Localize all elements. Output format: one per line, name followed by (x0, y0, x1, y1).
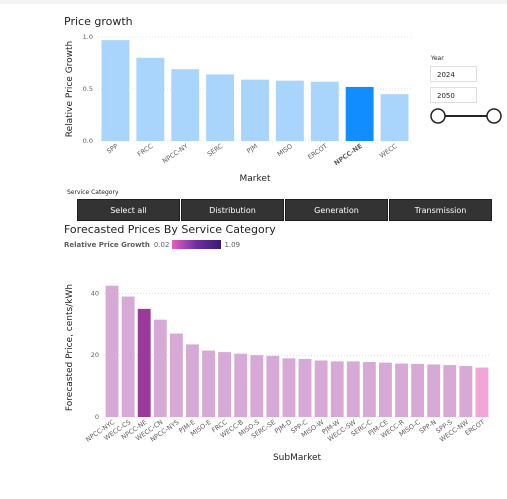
x-tick-label: FRCC (136, 142, 155, 159)
x-tick-label: PJM (245, 142, 259, 155)
x-tick-label: MISO (276, 142, 294, 158)
y-tick-label: 20 (91, 351, 99, 359)
bar (315, 360, 328, 417)
slider-start-handle[interactable] (431, 109, 445, 123)
year-slicer-label: Year (431, 55, 444, 62)
bar (171, 69, 199, 141)
bar (106, 286, 119, 417)
bar (250, 355, 263, 417)
year-end-input[interactable]: 2050 (430, 87, 477, 103)
legend-min: 0.02 (154, 241, 170, 249)
bar (395, 364, 408, 417)
select-all-button[interactable]: Select all (77, 199, 180, 221)
bar (136, 58, 164, 141)
bar (276, 81, 304, 141)
service-category-label: Service Category (67, 189, 119, 196)
slider-end-handle[interactable] (487, 109, 501, 123)
y-axis-title: Forecasted Price, cents/kWh (65, 284, 75, 411)
x-tick-label: NPCC-NY (161, 142, 189, 165)
y-tick-label: 0.0 (83, 137, 93, 145)
bar (331, 361, 344, 417)
transmission-button[interactable]: Transmission (389, 199, 492, 221)
bar (241, 80, 269, 141)
bar (476, 368, 489, 417)
y-axis-title: Relative Price Growth (65, 41, 75, 138)
year-start-input[interactable]: 2024 (430, 66, 477, 82)
bar (186, 344, 199, 417)
legend-title: Relative Price Growth (64, 241, 150, 249)
x-axis-title: SubMarket (273, 453, 322, 463)
bar (459, 366, 472, 417)
bar (381, 94, 409, 141)
bar (411, 364, 424, 417)
x-tick-label: WECC (378, 142, 399, 160)
color-legend: Relative Price Growth 0.02 1.09 (64, 240, 240, 249)
x-axis-title: Market (240, 174, 271, 184)
bar (138, 309, 151, 417)
y-tick-label: 1.0 (83, 33, 93, 41)
bar (154, 320, 167, 417)
bar (379, 363, 392, 417)
bar (283, 358, 296, 417)
bar (363, 362, 376, 417)
bar (170, 334, 183, 417)
year-range-slider[interactable] (428, 106, 506, 126)
bar (101, 40, 129, 141)
forecast-chart: 02040NPCC-NYCWECC-CSNPCC-NEWECC-CNNPCC-N… (0, 250, 507, 499)
distribution-button[interactable]: Distribution (181, 199, 284, 221)
x-tick-label: ERCOT (306, 142, 329, 161)
forecast-title: Forecasted Prices By Service Category (64, 223, 276, 236)
x-tick-label: SPP (105, 142, 119, 155)
y-tick-label: 40 (91, 289, 99, 297)
y-tick-label: 0.5 (83, 85, 93, 93)
generation-button[interactable]: Generation (285, 199, 388, 221)
bar (122, 297, 135, 417)
bar (346, 87, 374, 141)
x-tick-label: PJM-D (273, 418, 293, 435)
legend-gradient (172, 240, 221, 249)
x-tick-label: SERC (206, 142, 225, 159)
bar (427, 364, 440, 417)
y-tick-label: 0 (95, 413, 99, 421)
bar (202, 351, 215, 417)
bar (443, 365, 456, 417)
bar (266, 356, 279, 417)
bar (206, 74, 234, 141)
bar (218, 352, 231, 417)
bar (311, 82, 339, 141)
x-tick-label: NPCC-NE (333, 142, 364, 167)
x-tick-label: SPP-N (418, 418, 438, 436)
bar (234, 354, 247, 417)
bar (299, 359, 312, 417)
bar (347, 361, 360, 417)
legend-max: 1.09 (224, 241, 240, 249)
